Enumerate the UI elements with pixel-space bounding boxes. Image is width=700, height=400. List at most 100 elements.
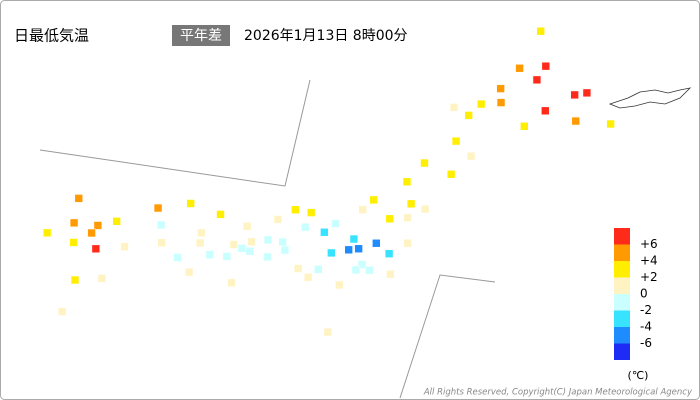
datetime: 2026年1月13日 8時00分: [244, 28, 408, 44]
station-marker: [42, 228, 52, 238]
station-marker: [451, 136, 461, 146]
station-marker: [369, 195, 379, 205]
station-marker: [354, 244, 363, 254]
legend-swatch: [614, 244, 630, 261]
station-marker: [496, 98, 506, 107]
station-marker: [69, 218, 79, 228]
station-marker: [280, 245, 290, 255]
island-outline: [608, 87, 692, 109]
legend-swatch: [614, 261, 630, 278]
badge: 平年差: [180, 28, 222, 44]
station-marker: [156, 220, 166, 230]
legend-label: 0: [640, 287, 648, 301]
station-marker: [229, 240, 239, 249]
legend-swatch: [614, 343, 630, 360]
station-marker: [386, 269, 395, 279]
station-marker: [93, 221, 103, 230]
station-marker: [582, 88, 592, 98]
station-marker: [263, 252, 272, 262]
station-marker: [173, 253, 182, 262]
legend-swatch: [614, 310, 630, 327]
station-marker: [237, 244, 247, 253]
station-marker: [242, 221, 252, 231]
station-marker: [541, 61, 551, 71]
station-marker: [153, 203, 163, 213]
station-marker: [466, 151, 476, 161]
station-marker: [222, 252, 232, 261]
station-layer: [42, 26, 615, 337]
station-marker: [464, 111, 473, 120]
station-marker: [344, 245, 353, 255]
station-marker: [331, 219, 340, 228]
station-marker: [570, 90, 579, 100]
station-marker: [184, 267, 194, 277]
station-marker: [293, 264, 303, 273]
station-marker: [57, 307, 67, 316]
station-marker: [273, 215, 283, 224]
station-marker: [406, 199, 416, 209]
legend-swatch: [614, 327, 630, 344]
station-marker: [91, 244, 101, 254]
station-marker: [87, 228, 96, 238]
station-marker: [365, 265, 374, 275]
station-marker: [327, 248, 336, 258]
inset-divider: [399, 274, 496, 399]
station-marker: [571, 116, 581, 126]
station-marker: [205, 250, 215, 259]
station-marker: [449, 103, 459, 112]
station-marker: [197, 228, 206, 238]
inset-divider: [39, 79, 311, 187]
legend-label: -4: [640, 320, 652, 334]
station-marker: [540, 106, 550, 116]
station-marker: [351, 265, 361, 275]
station-marker: [157, 238, 167, 248]
legend-label: -2: [640, 303, 652, 317]
legend-swatch: [614, 228, 630, 245]
station-marker: [112, 217, 121, 226]
station-marker: [403, 238, 412, 248]
station-marker: [74, 194, 84, 203]
station-marker: [97, 274, 107, 283]
station-marker: [496, 84, 505, 93]
station-marker: [335, 280, 344, 290]
station-marker: [186, 199, 195, 208]
station-marker: [403, 213, 412, 223]
station-marker: [306, 208, 316, 217]
legend-swatch: [614, 294, 630, 311]
station-marker: [70, 275, 80, 285]
station-marker: [300, 222, 310, 232]
station-marker: [402, 177, 412, 187]
station-marker: [420, 204, 430, 214]
station-marker: [357, 260, 367, 269]
copyright: All Rights Reserved, Copyright(C) Japan …: [423, 388, 693, 398]
station-marker: [358, 205, 367, 214]
title: 日最低気温: [14, 27, 89, 45]
legend-unit: (℃): [628, 369, 649, 382]
legend: +6 +4 +2 0 -2 -4 -6 (℃): [614, 228, 658, 382]
badge-bg: [172, 25, 230, 46]
station-marker: [303, 272, 313, 282]
station-marker: [349, 234, 359, 244]
station-marker: [314, 265, 323, 274]
station-marker: [532, 75, 542, 85]
station-marker: [476, 99, 486, 109]
legend-swatch: [614, 277, 630, 294]
station-marker: [323, 327, 333, 337]
station-marker: [291, 205, 300, 215]
station-marker: [446, 169, 456, 179]
station-marker: [384, 249, 394, 258]
station-marker: [536, 26, 546, 36]
legend-label: +6: [640, 237, 658, 251]
station-marker: [515, 63, 524, 73]
station-marker: [216, 210, 225, 219]
legend-label: -6: [640, 336, 652, 350]
legend-label: +2: [640, 270, 658, 284]
station-marker: [247, 237, 256, 247]
station-marker: [519, 121, 529, 131]
station-marker: [278, 237, 287, 247]
station-marker: [320, 227, 329, 237]
station-marker: [263, 235, 273, 245]
station-marker: [420, 158, 429, 168]
